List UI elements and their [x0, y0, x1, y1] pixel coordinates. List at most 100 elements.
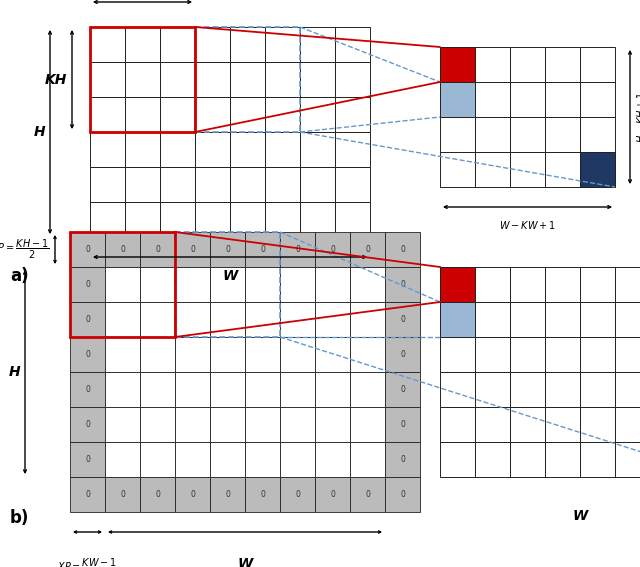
Bar	[210, 302, 245, 337]
Bar	[580, 442, 615, 477]
Bar	[70, 407, 105, 442]
Bar	[350, 372, 385, 407]
Text: $W-KW+1$: $W-KW+1$	[499, 219, 556, 231]
Bar	[90, 62, 125, 97]
Bar	[440, 82, 475, 117]
Text: 0: 0	[400, 385, 405, 394]
Bar	[315, 302, 350, 337]
Bar	[335, 202, 370, 237]
Text: 0: 0	[365, 490, 370, 499]
Bar	[350, 372, 385, 407]
Bar	[175, 337, 210, 372]
Text: 0: 0	[85, 350, 90, 359]
Text: 0: 0	[155, 245, 160, 254]
Bar	[175, 232, 280, 337]
Bar	[125, 97, 160, 132]
Text: 0: 0	[260, 490, 265, 499]
Bar	[195, 27, 230, 62]
Bar	[195, 62, 230, 97]
Bar	[510, 407, 545, 442]
Bar	[140, 337, 175, 372]
Bar	[125, 132, 160, 167]
Text: 0: 0	[85, 455, 90, 464]
Bar	[265, 202, 300, 237]
Bar	[350, 407, 385, 442]
Bar	[245, 267, 280, 302]
Bar	[545, 407, 580, 442]
Bar	[175, 232, 210, 267]
Bar	[140, 442, 175, 477]
Bar	[440, 47, 475, 82]
Text: 0: 0	[400, 315, 405, 324]
Text: 0: 0	[400, 280, 405, 289]
Bar	[475, 302, 510, 337]
Text: $YP=\dfrac{KH-1}{2}$: $YP=\dfrac{KH-1}{2}$	[0, 238, 50, 261]
Bar	[440, 442, 475, 477]
Bar	[125, 202, 160, 237]
Bar	[315, 337, 350, 372]
Bar	[105, 232, 140, 267]
Bar	[350, 267, 385, 302]
Bar	[545, 117, 580, 152]
Bar	[280, 407, 315, 442]
Bar	[210, 337, 245, 372]
Bar	[210, 442, 245, 477]
Bar	[300, 27, 335, 62]
Bar	[280, 337, 315, 372]
Bar	[105, 477, 140, 512]
Bar	[245, 372, 280, 407]
Bar	[280, 337, 315, 372]
Bar	[90, 27, 125, 62]
Bar	[245, 477, 280, 512]
Bar	[160, 167, 195, 202]
Bar	[280, 442, 315, 477]
Bar	[140, 302, 175, 337]
Bar	[105, 372, 140, 407]
Bar	[545, 152, 580, 187]
Bar	[280, 302, 315, 337]
Bar	[510, 47, 545, 82]
Bar	[175, 267, 210, 302]
Bar	[245, 407, 280, 442]
Bar	[230, 167, 265, 202]
Bar	[105, 442, 140, 477]
Bar	[615, 442, 640, 477]
Text: H: H	[8, 365, 20, 379]
Text: 0: 0	[85, 315, 90, 324]
Bar	[160, 97, 195, 132]
Bar	[140, 232, 175, 267]
Bar	[385, 337, 420, 372]
Bar	[615, 337, 640, 372]
Bar	[510, 267, 545, 302]
Bar	[350, 302, 385, 337]
Bar	[70, 267, 105, 302]
Bar	[545, 82, 580, 117]
Bar	[315, 407, 350, 442]
Bar	[335, 167, 370, 202]
Bar	[140, 267, 175, 302]
Bar	[385, 267, 420, 302]
Bar	[615, 407, 640, 442]
Bar	[315, 442, 350, 477]
Bar	[105, 267, 140, 302]
Bar	[385, 407, 420, 442]
Text: KH: KH	[45, 73, 67, 87]
Bar	[545, 267, 580, 302]
Bar	[350, 477, 385, 512]
Bar	[615, 372, 640, 407]
Bar	[385, 302, 420, 337]
Bar	[280, 442, 315, 477]
Text: 0: 0	[85, 490, 90, 499]
Bar	[350, 337, 385, 372]
Bar	[315, 442, 350, 477]
Bar	[315, 372, 350, 407]
Bar	[265, 62, 300, 97]
Bar	[545, 372, 580, 407]
Bar	[475, 442, 510, 477]
Bar	[210, 337, 245, 372]
Text: 0: 0	[400, 490, 405, 499]
Bar	[210, 407, 245, 442]
Bar	[175, 407, 210, 442]
Text: 0: 0	[85, 385, 90, 394]
Bar	[125, 167, 160, 202]
